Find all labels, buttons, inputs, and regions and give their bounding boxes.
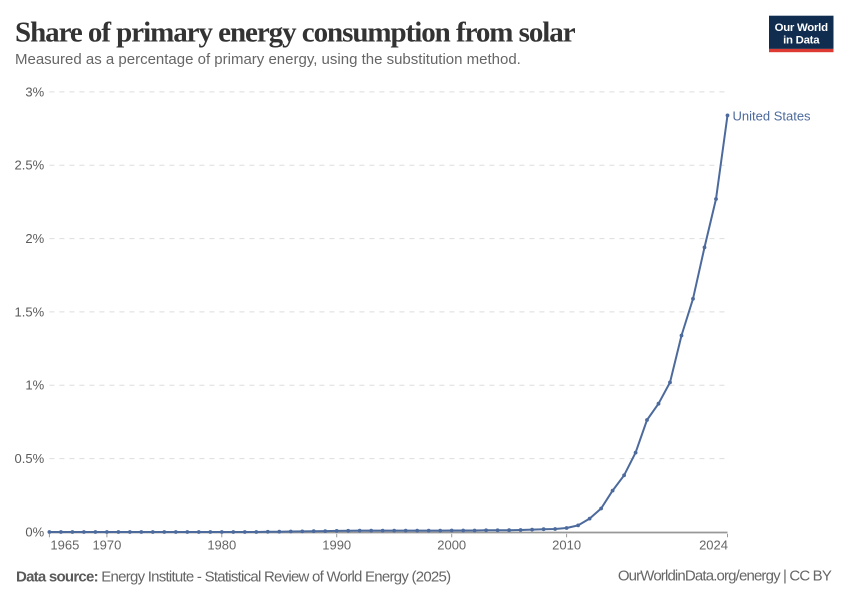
svg-text:1%: 1% xyxy=(25,378,44,393)
svg-text:Our World: Our World xyxy=(775,22,829,34)
svg-text:OurWorldinData.org/energy | CC: OurWorldinData.org/energy | CC BY xyxy=(618,568,832,585)
svg-text:0%: 0% xyxy=(25,525,44,540)
svg-text:1970: 1970 xyxy=(92,537,121,552)
svg-text:2.5%: 2.5% xyxy=(15,158,45,173)
svg-text:2%: 2% xyxy=(25,231,44,246)
svg-text:Share of primary energy consum: Share of primary energy consumption from… xyxy=(15,17,576,49)
svg-text:1.5%: 1.5% xyxy=(15,304,45,319)
svg-text:2010: 2010 xyxy=(552,537,581,552)
svg-text:3%: 3% xyxy=(25,84,44,99)
svg-text:1990: 1990 xyxy=(322,537,351,552)
svg-text:Measured as a percentage of pr: Measured as a percentage of primary ener… xyxy=(15,51,521,68)
svg-text:1980: 1980 xyxy=(207,537,236,552)
svg-text:1965: 1965 xyxy=(50,537,79,552)
svg-text:2024: 2024 xyxy=(699,537,728,552)
svg-text:United States: United States xyxy=(733,109,812,124)
svg-text:0.5%: 0.5% xyxy=(15,451,45,466)
svg-text:Data source: Energy Institute: Data source: Energy Institute - Statisti… xyxy=(16,568,451,585)
svg-text:in Data: in Data xyxy=(783,34,820,46)
svg-text:2000: 2000 xyxy=(437,537,466,552)
